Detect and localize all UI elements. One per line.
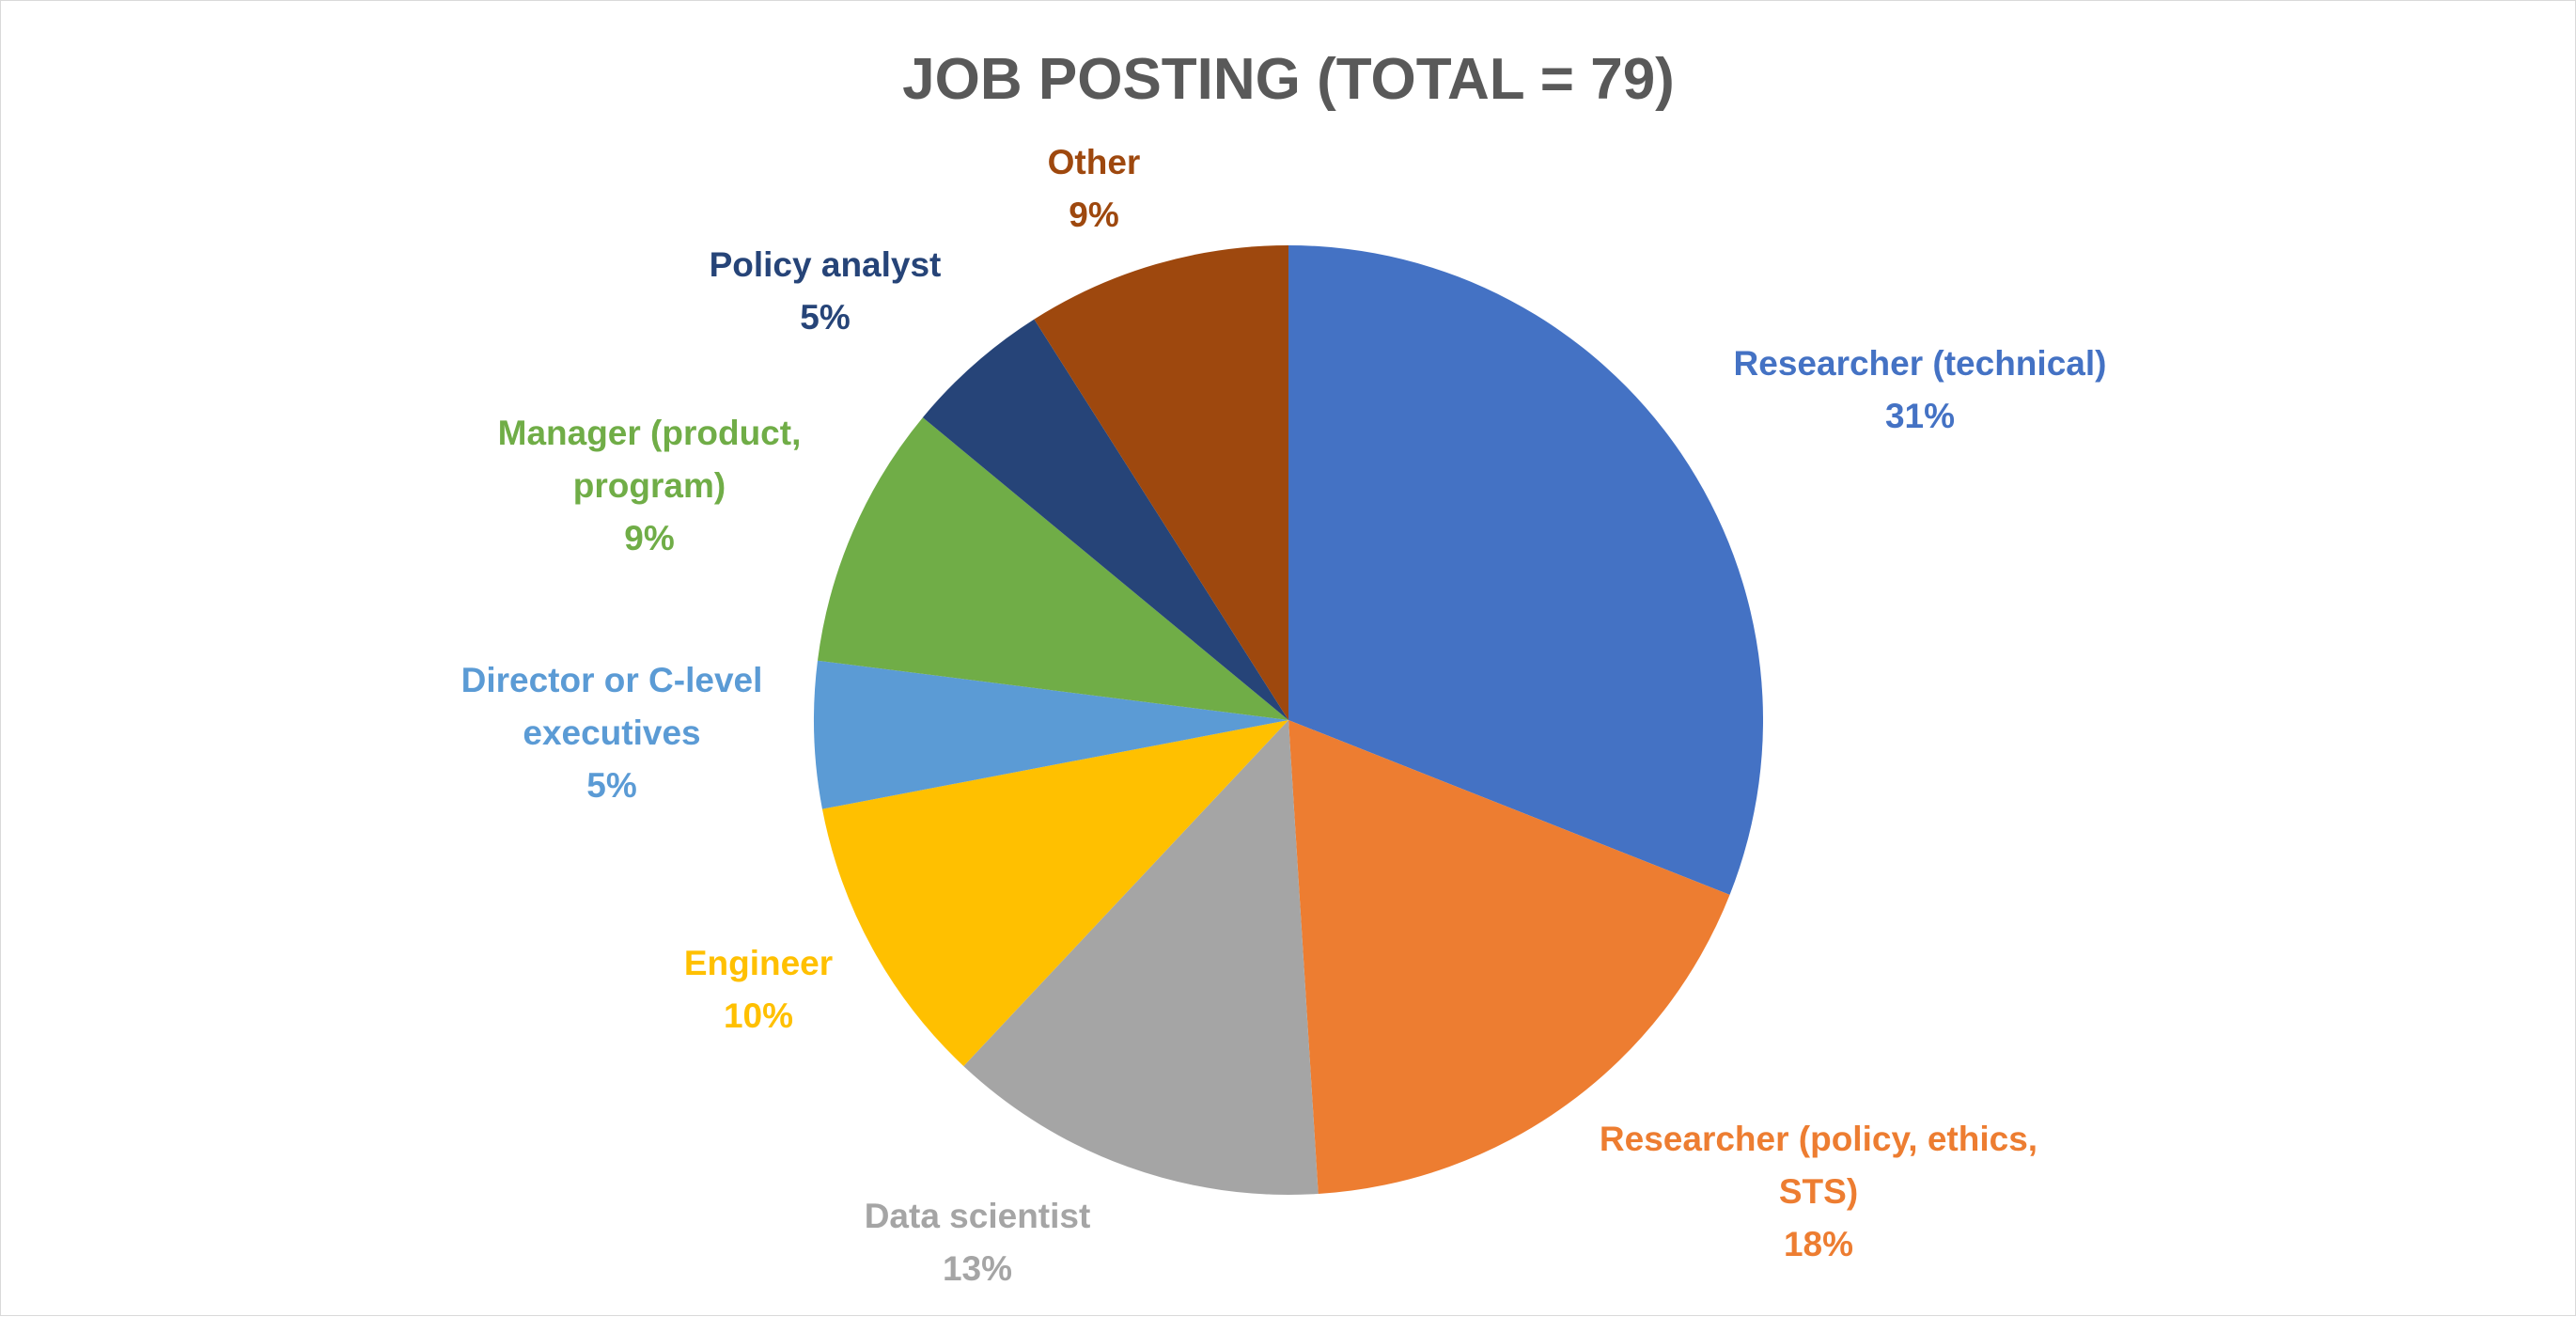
data-label-name: Manager (product,: [498, 414, 802, 452]
data-label-engineer: Engineer 10%: [684, 944, 833, 1035]
data-label-percent: 9%: [1069, 196, 1118, 234]
pie-slice-manager-product-program: [817, 417, 1288, 720]
data-label-director-or-c-level-executives: Director or C-level executives 5%: [461, 661, 763, 805]
data-label-researcher-policy-ethics-sts: Researcher (policy, ethics, STS) 18%: [1600, 1120, 2037, 1263]
data-label-name: executives: [523, 713, 700, 752]
data-label-name: Policy analyst: [710, 245, 942, 284]
data-label-percent: 18%: [1784, 1225, 1853, 1263]
data-label-name: program): [573, 466, 726, 505]
data-label-percent: 13%: [943, 1249, 1012, 1288]
data-label-other: Other 9%: [1048, 143, 1141, 234]
data-label-manager-product-program: Manager (product, program) 9%: [498, 414, 802, 557]
data-label-name: Director or C-level: [461, 661, 763, 699]
data-label-percent: 9%: [624, 519, 674, 557]
data-label-percent: 31%: [1885, 397, 1955, 435]
data-label-name: Engineer: [684, 944, 833, 982]
pie-slice-director-or-c-level-executives: [813, 660, 1288, 809]
pie-slice-researcher-policy-ethics-sts: [1288, 720, 1730, 1194]
data-label-policy-analyst: Policy analyst 5%: [710, 245, 942, 337]
pie-slice-researcher-technical: [1288, 245, 1764, 895]
pie-slices: [813, 245, 1764, 1195]
data-label-researcher-technical: Researcher (technical) 31%: [1734, 344, 2107, 435]
data-label-data-scientist: Data scientist 13%: [865, 1197, 1091, 1288]
pie-slice-policy-analyst: [922, 319, 1288, 720]
pie-slice-other: [1034, 245, 1288, 720]
data-label-name: Researcher (policy, ethics,: [1600, 1120, 2037, 1158]
data-label-name: Researcher (technical): [1734, 344, 2107, 383]
pie-labels: Researcher (technical) 31% Researcher (pol…: [461, 143, 2107, 1288]
data-label-name: Data scientist: [865, 1197, 1091, 1235]
data-label-percent: 5%: [586, 766, 636, 805]
pie-slice-engineer: [821, 720, 1288, 1067]
data-label-name: Other: [1048, 143, 1141, 181]
pie-slice-data-scientist: [963, 720, 1319, 1195]
data-label-name: STS): [1779, 1172, 1858, 1211]
data-label-percent: 10%: [724, 996, 793, 1035]
chart-title: JOB POSTING (TOTAL = 79): [902, 47, 1675, 112]
data-label-percent: 5%: [800, 298, 850, 337]
